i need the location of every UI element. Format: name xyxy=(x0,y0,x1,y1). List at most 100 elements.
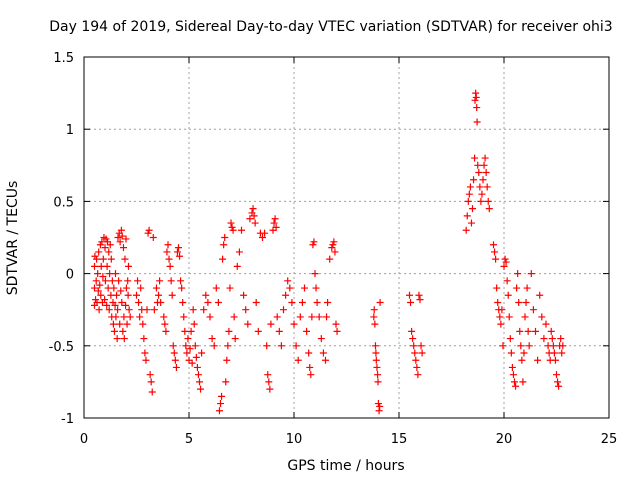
data-point xyxy=(225,327,233,335)
data-point xyxy=(246,215,254,223)
data-point xyxy=(230,313,238,321)
data-point xyxy=(206,313,214,321)
data-point xyxy=(553,371,560,379)
data-point xyxy=(123,320,131,328)
grid-lines xyxy=(84,57,609,418)
data-point xyxy=(115,277,123,285)
data-point xyxy=(94,270,102,278)
data-point xyxy=(503,277,511,285)
data-point xyxy=(110,284,118,292)
x-tick-label: 15 xyxy=(391,432,408,447)
data-point xyxy=(125,262,133,270)
data-point xyxy=(479,176,487,184)
data-point xyxy=(171,356,179,364)
data-point xyxy=(307,371,315,379)
data-point xyxy=(555,382,563,390)
data-point xyxy=(184,335,192,343)
x-tick-label: 20 xyxy=(496,432,513,447)
data-point xyxy=(226,284,234,292)
data-point xyxy=(315,313,323,321)
data-point xyxy=(294,356,302,364)
data-point xyxy=(240,291,248,299)
data-point xyxy=(409,335,417,343)
data-point xyxy=(520,349,528,357)
data-point xyxy=(517,342,525,350)
data-point xyxy=(540,335,548,343)
data-point xyxy=(179,298,187,306)
data-point xyxy=(549,342,557,350)
data-point xyxy=(149,234,157,241)
data-point xyxy=(280,306,287,314)
data-point xyxy=(519,378,527,386)
data-point xyxy=(370,313,378,321)
data-point xyxy=(407,298,415,306)
data-point xyxy=(251,219,259,227)
data-point xyxy=(464,197,472,205)
data-point xyxy=(217,400,224,408)
data-point xyxy=(166,262,174,270)
data-point xyxy=(95,306,103,314)
data-point xyxy=(376,402,384,410)
data-points xyxy=(91,89,567,415)
data-point xyxy=(512,382,520,390)
data-point xyxy=(242,306,250,314)
data-point xyxy=(136,313,144,321)
data-point xyxy=(326,255,334,263)
data-point xyxy=(525,342,533,350)
data-point xyxy=(180,313,188,321)
data-point xyxy=(375,407,383,415)
data-point xyxy=(548,335,556,343)
data-point xyxy=(264,371,272,379)
data-point xyxy=(146,371,154,379)
data-point xyxy=(215,407,223,415)
data-point xyxy=(319,349,327,357)
data-point xyxy=(101,244,109,252)
data-point xyxy=(238,226,245,234)
data-point xyxy=(462,226,470,234)
data-point xyxy=(152,284,160,292)
data-point xyxy=(137,284,145,292)
data-point xyxy=(250,212,258,220)
y-axis-label: SDTVAR / TECUs xyxy=(5,181,21,296)
data-point xyxy=(414,371,422,379)
data-point xyxy=(125,306,133,314)
data-point xyxy=(191,342,199,350)
data-point xyxy=(376,298,384,306)
data-point xyxy=(418,349,426,357)
data-point xyxy=(504,291,512,299)
data-point xyxy=(466,183,474,191)
data-point xyxy=(538,313,546,321)
data-point xyxy=(497,320,505,328)
data-point xyxy=(465,190,473,198)
data-point xyxy=(559,342,567,350)
data-point xyxy=(173,248,181,256)
data-point xyxy=(148,388,156,396)
y-tick-label: 1.5 xyxy=(53,51,74,66)
data-point xyxy=(92,277,100,285)
data-point xyxy=(124,277,132,285)
data-point xyxy=(472,89,480,97)
data-point xyxy=(505,313,513,321)
data-point xyxy=(259,234,266,241)
data-point xyxy=(224,342,232,350)
data-point xyxy=(197,385,205,393)
data-point xyxy=(372,349,380,357)
data-point xyxy=(118,298,126,306)
data-point xyxy=(175,244,182,252)
data-point xyxy=(463,212,471,220)
data-point xyxy=(524,327,532,335)
data-point xyxy=(529,306,537,314)
data-point xyxy=(542,320,550,328)
data-point xyxy=(221,234,229,241)
data-point xyxy=(284,277,292,285)
data-point xyxy=(498,306,506,314)
data-point xyxy=(198,349,206,357)
data-point xyxy=(122,284,130,292)
data-point xyxy=(331,248,339,256)
data-point xyxy=(492,255,500,263)
data-point xyxy=(282,291,290,299)
data-point xyxy=(181,327,189,335)
data-point xyxy=(371,342,379,350)
data-point xyxy=(298,298,306,306)
data-point xyxy=(91,262,98,270)
